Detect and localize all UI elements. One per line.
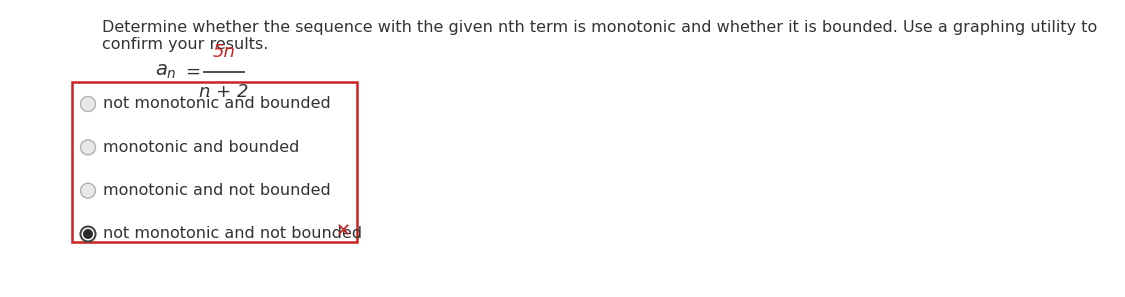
Text: monotonic and bounded: monotonic and bounded <box>104 140 299 155</box>
Text: 5n: 5n <box>213 43 235 61</box>
Text: monotonic and not bounded: monotonic and not bounded <box>104 183 331 198</box>
Text: not monotonic and bounded: not monotonic and bounded <box>104 97 331 111</box>
Text: ✕: ✕ <box>335 222 351 240</box>
Text: =: = <box>184 63 200 81</box>
Circle shape <box>83 229 93 239</box>
Circle shape <box>81 140 96 155</box>
Bar <box>72 82 357 242</box>
Text: not monotonic and not bounded: not monotonic and not bounded <box>104 227 362 241</box>
Text: n + 2: n + 2 <box>199 83 249 101</box>
Text: Determine whether the sequence with the given nth term is monotonic and whether : Determine whether the sequence with the … <box>102 20 1097 35</box>
Text: confirm your results.: confirm your results. <box>102 37 269 52</box>
Circle shape <box>81 227 96 241</box>
Circle shape <box>81 183 96 198</box>
Text: $a_n$: $a_n$ <box>155 62 177 81</box>
Circle shape <box>81 97 96 111</box>
